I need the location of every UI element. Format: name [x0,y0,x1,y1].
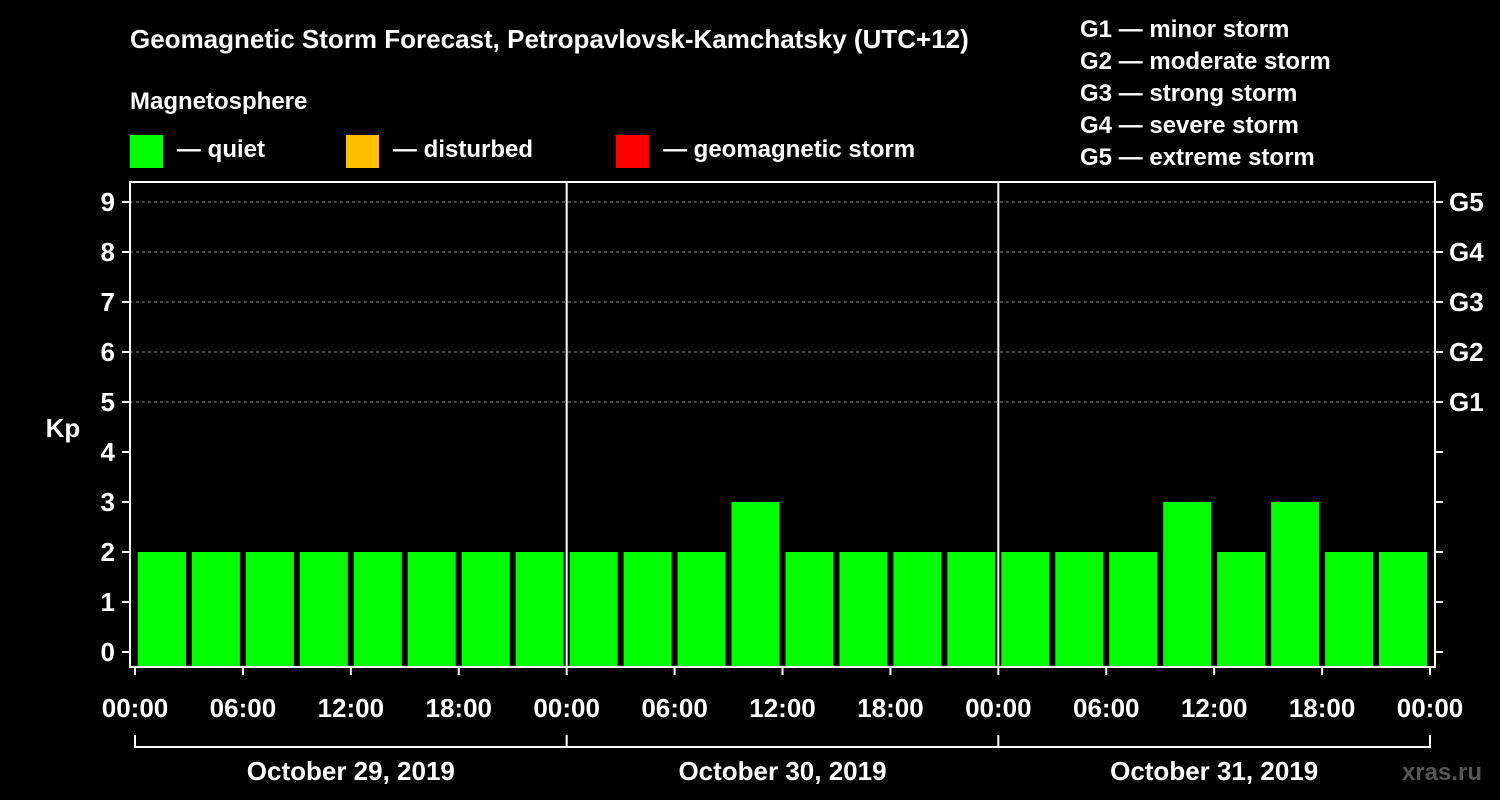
g-label-G1: G1 [1449,387,1484,417]
y-tick-label-5: 5 [101,387,115,417]
g-label-G4: G4 [1449,237,1484,267]
bar-22 [1325,552,1374,667]
x-tick-label-12: 00:00 [1397,693,1464,723]
legend-label-1: — disturbed [393,136,533,163]
legend-label-2: — geomagnetic storm [663,136,915,163]
x-tick-label-11: 18:00 [1289,693,1356,723]
x-tick-label-8: 00:00 [965,693,1032,723]
x-tick-label-9: 06:00 [1073,693,1140,723]
storm-scale-item-3: G4 — severe storm [1080,112,1299,139]
g-scale-axis: G1 G2 G3 G4 G5 [1435,187,1484,653]
bar-4 [353,552,402,667]
bars [138,502,1427,667]
bar-20 [1217,552,1266,667]
storm-scale-item-0: G1 — minor storm [1080,16,1289,43]
bar-5 [407,552,456,667]
bar-7 [515,552,564,667]
bar-23 [1379,552,1427,667]
storm-scale-item-1: G2 — moderate storm [1080,48,1331,75]
x-axis-ticks: 00:00 06:00 12:00 18:00 00:00 06:00 12:00 18:00… [102,667,1464,723]
watermark: xras.ru [1402,759,1482,786]
bar-3 [299,552,348,667]
g-label-G2: G2 [1449,337,1484,367]
x-tick-label-6: 12:00 [749,693,816,723]
y-tick-label-8: 8 [101,237,115,267]
y-tick-label-6: 6 [101,337,115,367]
y-tick-label-7: 7 [101,287,115,317]
bar-0 [138,552,186,667]
y-tick-label-4: 4 [101,437,116,467]
day-label-0: October 29, 2019 [247,756,455,786]
bar-8 [569,552,618,667]
bar-19 [1163,502,1212,667]
storm-scale-item-4: G5 — extreme storm [1080,144,1315,171]
x-tick-label-5: 06:00 [641,693,708,723]
bar-18 [1109,552,1158,667]
bar-16 [1001,552,1050,667]
day-labels: October 29, 2019 October 30, 2019 October … [134,735,1431,786]
legend: — quiet — disturbed — geomagnetic storm [130,135,915,168]
legend-swatch-2 [616,135,649,168]
legend-swatch-0 [130,135,163,168]
bar-11 [731,502,780,667]
bar-15 [947,552,996,667]
bar-6 [461,552,510,667]
bar-2 [245,552,294,667]
bar-17 [1055,552,1104,667]
bar-1 [191,552,240,667]
y-tick-label-3: 3 [101,487,115,517]
y-tick-label-9: 9 [101,187,115,217]
y-tick-label-0: 0 [101,637,115,667]
bar-9 [623,552,672,667]
g-label-G5: G5 [1449,187,1484,217]
bar-13 [839,552,888,667]
y-axis-ticks: 0 1 2 3 4 5 6 7 8 9 [101,187,130,667]
storm-scale-list: G1 — minor storm G2 — moderate storm G3 — … [1080,16,1331,171]
day-label-1: October 30, 2019 [678,756,886,786]
x-tick-label-2: 12:00 [318,693,385,723]
bar-14 [893,552,942,667]
bar-12 [785,552,834,667]
grid [130,201,1435,403]
storm-scale-item-2: G3 — strong storm [1080,80,1297,107]
y-tick-label-1: 1 [101,587,115,617]
y-tick-label-2: 2 [101,537,115,567]
x-tick-label-10: 12:00 [1181,693,1248,723]
x-tick-label-1: 06:00 [210,693,277,723]
legend-swatch-1 [346,135,379,168]
day-label-2: October 31, 2019 [1110,756,1318,786]
x-tick-label-3: 18:00 [426,693,493,723]
g-label-G3: G3 [1449,287,1484,317]
legend-title: Magnetosphere [130,88,307,115]
x-tick-label-7: 18:00 [857,693,924,723]
x-tick-label-0: 00:00 [102,693,169,723]
bar-10 [677,552,726,667]
bar-21 [1271,502,1320,667]
legend-label-0: — quiet [177,136,265,163]
x-tick-label-4: 00:00 [533,693,600,723]
chart-title: Geomagnetic Storm Forecast, Petropavlovs… [130,24,969,54]
y-axis-label: Kp [46,413,81,443]
